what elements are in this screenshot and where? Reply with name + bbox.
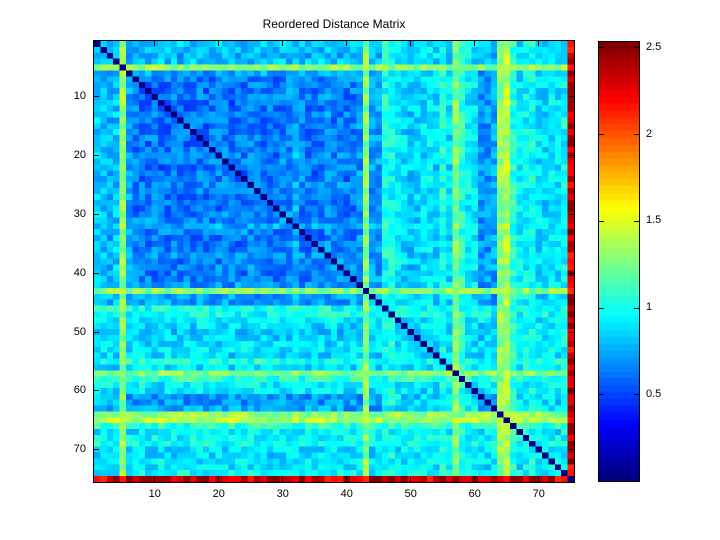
x-tick — [410, 477, 412, 482]
x-tick — [282, 477, 284, 482]
y-tick — [569, 96, 574, 98]
colorbar-tick — [599, 307, 604, 309]
y-tick — [569, 155, 574, 157]
y-tick — [94, 449, 99, 451]
y-tick-label: 10 — [73, 90, 86, 103]
x-tick-label: 30 — [276, 488, 289, 500]
y-tick-label: 60 — [73, 384, 86, 397]
x-tick — [474, 41, 476, 46]
x-tick — [474, 477, 476, 482]
heatmap-axes — [93, 40, 575, 483]
colorbar-tick-label: 1.5 — [646, 214, 662, 227]
y-tick — [94, 331, 99, 333]
x-tick — [410, 41, 412, 46]
x-tick-label: 70 — [532, 488, 545, 500]
x-tick-label: 10 — [148, 488, 161, 500]
y-tick — [94, 272, 99, 274]
y-tick-label: 70 — [73, 443, 86, 456]
colorbar-tick — [634, 220, 639, 222]
y-tick — [569, 272, 574, 274]
colorbar-tick — [634, 307, 639, 309]
x-tick — [154, 41, 156, 46]
colorbar-tick-label: 1 — [646, 301, 653, 313]
y-tick — [569, 214, 574, 215]
x-tick — [538, 477, 540, 482]
x-tick — [346, 41, 348, 46]
x-tick-label: 20 — [212, 488, 225, 500]
y-tick — [569, 390, 574, 392]
y-tick — [569, 449, 574, 451]
x-tick-label: 50 — [404, 488, 417, 500]
colorbar — [598, 41, 640, 482]
y-tick — [94, 214, 99, 215]
x-tick — [282, 41, 284, 46]
colorbar-tick — [599, 394, 604, 396]
colorbar-tick — [634, 394, 639, 396]
colorbar-tick — [599, 47, 604, 49]
colorbar-tick-label: 0.5 — [646, 387, 662, 400]
colorbar-tick-label: 2 — [646, 127, 653, 140]
y-tick-label: 50 — [73, 325, 86, 338]
x-tick — [346, 477, 348, 482]
x-tick-label: 60 — [468, 488, 481, 500]
colorbar-tick-label: 2.5 — [646, 40, 662, 53]
x-tick — [218, 41, 220, 46]
x-tick-label: 40 — [340, 488, 353, 500]
y-tick — [94, 96, 99, 98]
x-tick — [538, 41, 540, 46]
y-tick — [569, 331, 574, 333]
heatmap-image — [94, 41, 574, 482]
chart-title: Reordered Distance Matrix — [262, 17, 406, 31]
y-tick — [94, 155, 99, 157]
colorbar-tick — [634, 134, 639, 135]
x-tick — [154, 477, 156, 482]
y-tick-label: 30 — [73, 208, 86, 220]
y-tick — [94, 390, 99, 392]
x-tick — [218, 477, 220, 482]
colorbar-tick — [599, 134, 604, 135]
colorbar-tick — [599, 220, 604, 222]
y-tick-label: 40 — [73, 266, 86, 279]
colorbar-tick — [634, 47, 639, 49]
colorbar-gradient — [599, 42, 639, 481]
y-tick-label: 20 — [73, 149, 86, 162]
